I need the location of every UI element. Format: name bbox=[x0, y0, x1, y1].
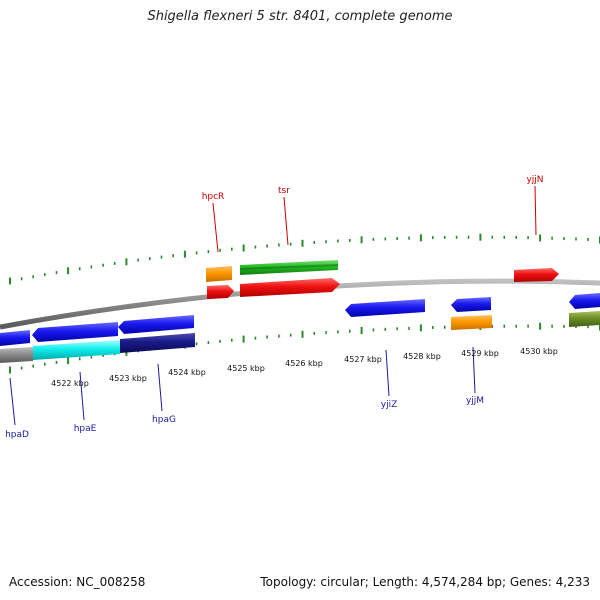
hpaE-leader-line bbox=[79, 371, 85, 421]
gene-tsr-feature[interactable] bbox=[240, 260, 340, 297]
kbp-label-4523: 4523 kbp bbox=[109, 374, 147, 383]
gene-label-hpaG[interactable]: hpaG bbox=[152, 415, 176, 425]
gene-label-hpcR[interactable]: hpcR bbox=[202, 192, 225, 202]
upper-tick-track bbox=[9, 233, 600, 285]
yjiZ-leader-line bbox=[385, 349, 390, 397]
kbp-label-4528: 4528 kbp bbox=[403, 352, 441, 361]
accession-text: Accession: NC_008258 bbox=[9, 575, 146, 589]
kbp-label-4527: 4527 kbp bbox=[344, 355, 382, 364]
gene-hpaE-feature[interactable] bbox=[32, 322, 120, 360]
kbp-label-4525: 4525 kbp bbox=[227, 364, 265, 373]
gene-hpaD-feature[interactable] bbox=[0, 330, 33, 363]
yjjN-leader-line bbox=[534, 185, 537, 236]
tsr-leader-line bbox=[283, 196, 289, 246]
kbp-label-4530: 4530 kbp bbox=[520, 347, 558, 356]
kbp-label-4522: 4522 kbp bbox=[51, 379, 89, 388]
genome-summary-text: Topology: circular; Length: 4,574,284 bp… bbox=[260, 575, 590, 589]
yjjM-leader-line bbox=[472, 346, 476, 394]
kbp-label-4529: 4529 kbp bbox=[461, 349, 499, 358]
gene-yjjM-feature[interactable] bbox=[451, 297, 492, 330]
gene-hpaG-feature[interactable] bbox=[118, 315, 195, 353]
map-title: Shigella flexneri 5 str. 8401, complete … bbox=[147, 9, 453, 24]
gene-label-hpaE[interactable]: hpaE bbox=[74, 424, 97, 434]
gene-yjjN-feature[interactable] bbox=[514, 268, 559, 282]
hpaG-leader-line bbox=[157, 363, 163, 412]
kbp-label-4524: 4524 kbp bbox=[168, 368, 206, 377]
gene-label-hpaD[interactable]: hpaD bbox=[5, 430, 29, 440]
gene-label-yjjM[interactable]: yjjM bbox=[466, 396, 484, 406]
gene-label-tsr[interactable]: tsr bbox=[278, 186, 290, 196]
hpaD-leader-line bbox=[9, 377, 16, 426]
gene-label-yjjN[interactable]: yjjN bbox=[526, 175, 543, 185]
gene-right-edge-feature[interactable] bbox=[569, 293, 600, 327]
gene-yjiZ-feature[interactable] bbox=[345, 299, 425, 317]
gene-label-yjiZ[interactable]: yjiZ bbox=[381, 400, 398, 410]
gene-hpcR-feature[interactable] bbox=[206, 266, 234, 299]
kbp-label-4526: 4526 kbp bbox=[285, 359, 323, 368]
hpcR-leader-line bbox=[212, 202, 219, 253]
